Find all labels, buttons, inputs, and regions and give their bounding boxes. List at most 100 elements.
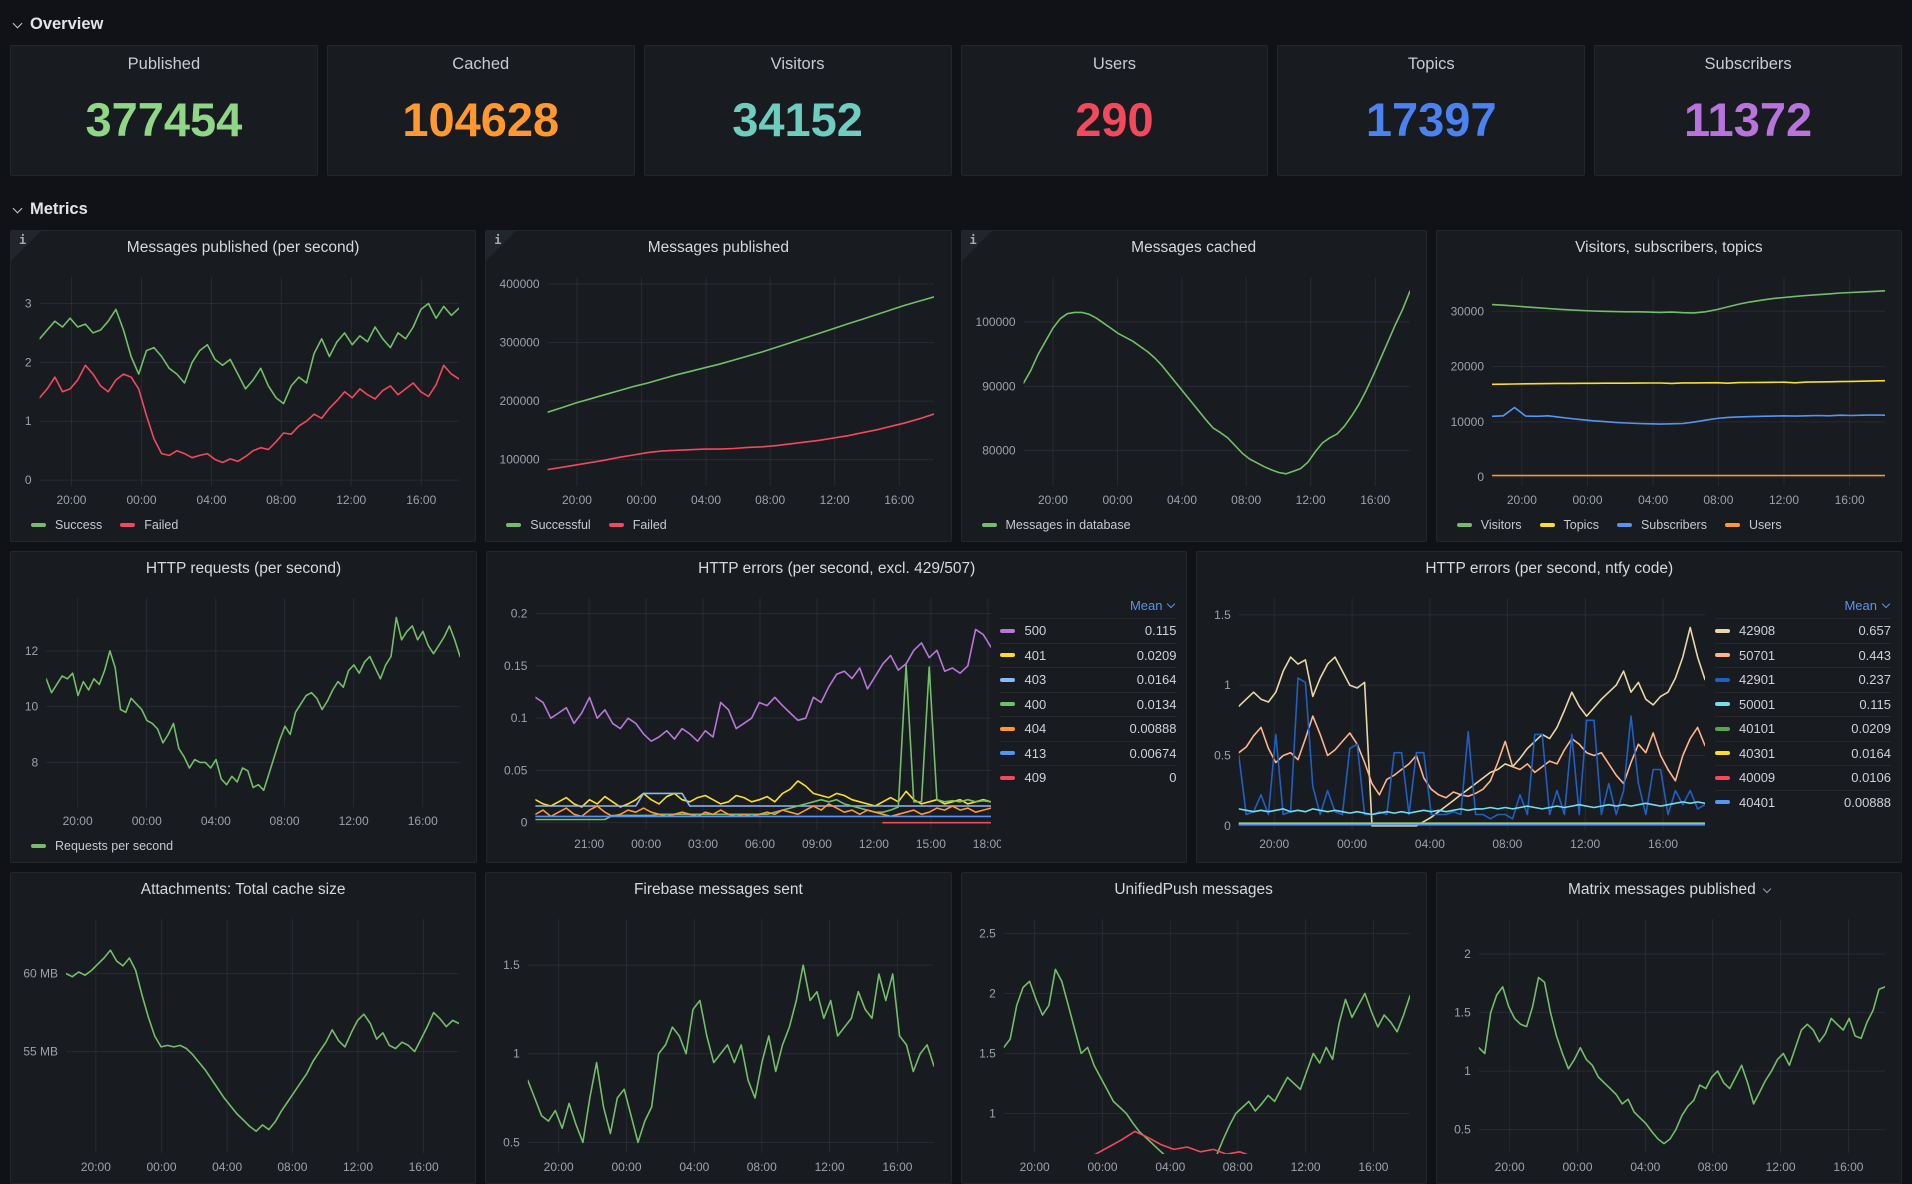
legend-row[interactable]: 50001 0.115 xyxy=(1715,691,1891,717)
svg-text:08:00: 08:00 xyxy=(1222,1160,1252,1174)
panel-title[interactable]: Messages cached xyxy=(1131,239,1256,257)
svg-text:1.5: 1.5 xyxy=(1215,608,1232,622)
svg-text:0: 0 xyxy=(521,816,528,830)
stat-value: 17397 xyxy=(1365,93,1497,146)
chart-messages-cached[interactable]: 20:00 00:00 04:00 08:00 12:00 16:00 80000 90000… xyxy=(968,267,1420,512)
info-corner-icon[interactable] xyxy=(11,231,41,261)
panel-title[interactable]: UnifiedPush messages xyxy=(1114,881,1273,899)
svg-text:12:00: 12:00 xyxy=(336,493,366,507)
legend-item[interactable]: Failed xyxy=(608,517,667,532)
mean-sort-header[interactable]: Mean xyxy=(1715,592,1891,618)
legend-item[interactable]: Subscribers xyxy=(1616,518,1707,532)
panel-title[interactable]: Visitors, subscribers, topics xyxy=(1575,239,1763,257)
panel-title[interactable]: HTTP errors (per second, excl. 429/507) xyxy=(698,560,975,578)
legend-label: Successful xyxy=(530,517,591,532)
svg-text:0: 0 xyxy=(1225,819,1232,833)
svg-text:30000: 30000 xyxy=(1450,304,1484,318)
chart-attachments-total-cache-size[interactable]: 20:00 00:00 04:00 08:00 12:00 16:00 55 MB 60 MB xyxy=(17,909,469,1179)
stats-row: Published 377454 Cached 104628 Visitors 34152… xyxy=(10,45,1902,176)
section-metrics[interactable]: Metrics xyxy=(0,185,88,230)
panel-title[interactable]: Messages published xyxy=(648,239,789,257)
legend-row[interactable]: 409 0 xyxy=(1000,765,1177,790)
chevron-down-icon xyxy=(12,203,23,213)
svg-text:16:00: 16:00 xyxy=(408,814,438,828)
legend-mean-value: 0 xyxy=(1169,770,1177,786)
legend-row[interactable]: 413 0.00674 xyxy=(1000,740,1177,766)
legend-row[interactable]: 500 0.115 xyxy=(1000,618,1177,643)
legend-mean-value: 0.00888 xyxy=(1129,721,1177,737)
legend-item[interactable]: Successful xyxy=(506,517,591,532)
legend-swatch-icon xyxy=(1715,702,1730,707)
legend-swatch-icon xyxy=(608,522,624,527)
panel-title[interactable]: Messages published (per second) xyxy=(127,239,360,257)
legend-item[interactable]: Success xyxy=(31,518,102,532)
info-icon[interactable]: i xyxy=(19,233,27,247)
panel-title[interactable]: Matrix messages published xyxy=(1568,881,1772,899)
panel-title[interactable]: HTTP errors (per second, ntfy code) xyxy=(1425,560,1673,578)
legend-row[interactable]: 400 0.0134 xyxy=(1000,691,1177,717)
svg-text:08:00: 08:00 xyxy=(1703,493,1733,507)
svg-text:2: 2 xyxy=(989,986,996,1000)
panel-title-label: HTTP errors (per second, excl. 429/507) xyxy=(698,560,976,577)
legend-swatch-icon xyxy=(1715,677,1730,682)
legend-item[interactable]: Failed xyxy=(120,518,178,532)
legend-item[interactable]: Messages in database xyxy=(981,518,1131,532)
section-overview[interactable]: Overview xyxy=(0,0,103,45)
legend-row[interactable]: 404 0.00888 xyxy=(1000,716,1177,741)
legend-item[interactable]: Topics xyxy=(1539,518,1599,532)
panel-title[interactable]: Attachments: Total cache size xyxy=(141,881,346,899)
legend-row[interactable]: 42908 0.657 xyxy=(1715,618,1891,643)
mean-label: Mean xyxy=(1129,597,1163,613)
svg-text:20:00: 20:00 xyxy=(63,814,93,828)
svg-text:04:00: 04:00 xyxy=(1155,1160,1185,1174)
chart-unifiedpush-messages[interactable]: 20:00 00:00 04:00 08:00 12:00 16:00 1 1.5 2 2.5 xyxy=(968,909,1420,1179)
legend-row[interactable]: 50701 0.443 xyxy=(1715,642,1891,668)
panel-title-label: Visitors, subscribers, topics xyxy=(1575,239,1763,256)
svg-text:90000: 90000 xyxy=(982,379,1016,393)
panel-http-errors-per-second-excl-429-507: HTTP errors (per second, excl. 429/507) 2… xyxy=(485,551,1188,863)
legend-label: 42901 xyxy=(1739,672,1776,688)
chart-http-requests-per-second[interactable]: 20:00 00:00 04:00 08:00 12:00 16:00 8 10 12 xyxy=(17,588,470,833)
legend-row[interactable]: 401 0.0209 xyxy=(1000,642,1177,668)
legend-item[interactable]: Requests per second xyxy=(31,839,173,853)
chart-visitors-subscribers-topics[interactable]: 20:00 00:00 04:00 08:00 12:00 16:00 0 10000 2000… xyxy=(1443,267,1895,512)
legend-row[interactable]: 403 0.0164 xyxy=(1000,667,1177,692)
mean-sort-header[interactable]: Mean xyxy=(1000,592,1176,618)
legend-row[interactable]: 42901 0.237 xyxy=(1715,667,1891,692)
info-corner-icon[interactable] xyxy=(961,231,992,261)
legend-swatch-icon xyxy=(1715,751,1730,756)
svg-text:1: 1 xyxy=(25,414,32,428)
legend-row[interactable]: 40009 0.0106 xyxy=(1715,765,1891,790)
svg-text:00:00: 00:00 xyxy=(631,837,661,851)
svg-text:12:00: 12:00 xyxy=(339,814,369,828)
legend-swatch-icon xyxy=(1616,522,1632,527)
panel-title[interactable]: Firebase messages sent xyxy=(634,881,803,899)
legend-swatch-icon xyxy=(981,522,997,527)
stat-value: 34152 xyxy=(732,93,863,146)
info-icon[interactable]: i xyxy=(494,233,502,247)
svg-text:04:00: 04:00 xyxy=(212,1160,242,1174)
info-icon[interactable]: i xyxy=(969,233,977,247)
chart-firebase-messages-sent[interactable]: 20:00 00:00 04:00 08:00 12:00 16:00 0.5 1 1.5 xyxy=(492,909,944,1179)
chart-http-errors-per-second-excl-429-507[interactable]: 21:00 00:00 03:00 06:00 09:00 12:00 15:00 18:00… xyxy=(493,588,1001,856)
chart-matrix-messages-published[interactable]: 20:00 00:00 04:00 08:00 12:00 16:00 0.5 1 1.5 2 xyxy=(1443,909,1895,1179)
chart-http-errors-per-second-ntfy-code[interactable]: 20:00 00:00 04:00 08:00 12:00 16:00 0 0.5 1 1.5 xyxy=(1203,588,1715,856)
panel-title[interactable]: HTTP requests (per second) xyxy=(146,560,341,578)
legend-row[interactable]: 40401 0.00888 xyxy=(1715,789,1891,815)
legend-label: Failed xyxy=(632,517,667,532)
legend-item[interactable]: Visitors xyxy=(1456,518,1522,532)
legend-row[interactable]: 40301 0.0164 xyxy=(1715,740,1891,766)
svg-text:03:00: 03:00 xyxy=(688,837,718,851)
chart-messages-published-per-second[interactable]: 20:00 00:00 04:00 08:00 12:00 16:00 0 1 2 3 xyxy=(17,267,469,512)
svg-text:20:00: 20:00 xyxy=(1019,1160,1049,1174)
svg-text:8: 8 xyxy=(32,755,39,769)
chart-messages-published[interactable]: 20:00 00:00 04:00 08:00 12:00 16:00 100000 2000… xyxy=(492,267,944,512)
info-corner-icon[interactable] xyxy=(486,231,517,261)
legend-item[interactable]: Users xyxy=(1724,517,1782,532)
svg-text:16:00: 16:00 xyxy=(1834,493,1864,507)
legend-label: 50701 xyxy=(1739,647,1776,663)
panel-header: Messages published (per second) xyxy=(11,231,475,265)
svg-text:00:00: 00:00 xyxy=(1572,493,1602,507)
legend-label: Users xyxy=(1748,517,1782,532)
legend-row[interactable]: 40101 0.0209 xyxy=(1715,716,1891,741)
